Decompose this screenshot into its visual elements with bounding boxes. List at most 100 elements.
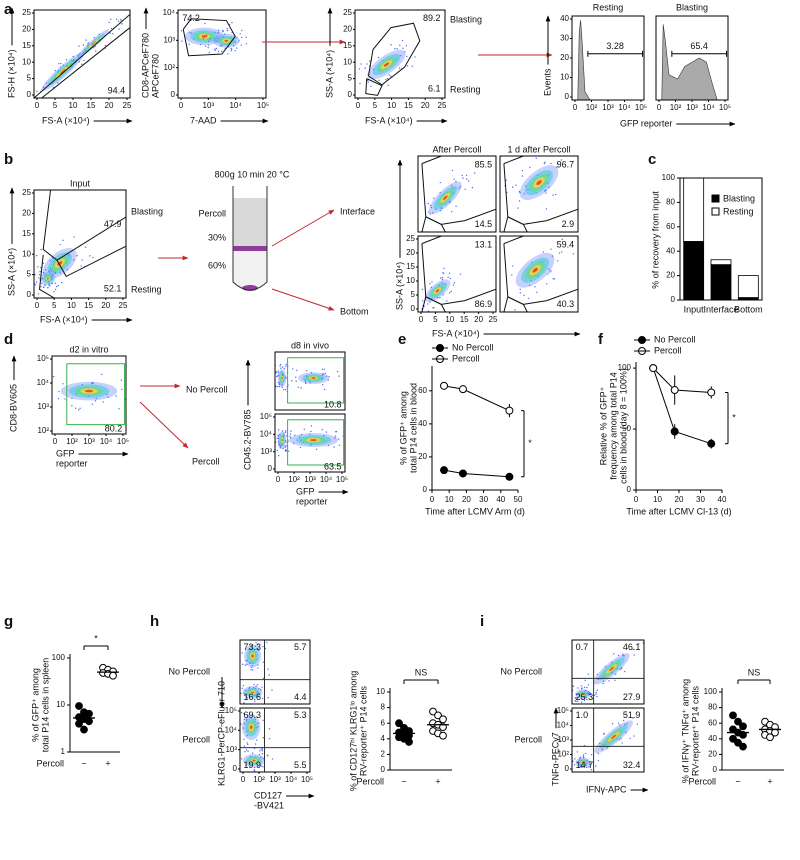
event-dot (57, 397, 60, 400)
point (734, 717, 742, 726)
x-axis-label: GFP reporter (620, 118, 672, 128)
event-dot (334, 435, 337, 437)
event-dot (295, 380, 297, 382)
event-dot (261, 750, 263, 752)
event-dot (589, 763, 591, 765)
event-dot (290, 437, 292, 439)
gate-value: 63.5 (324, 462, 342, 472)
event-dot (575, 696, 577, 699)
event-dot (436, 296, 439, 299)
layer-label: 30% (208, 232, 226, 242)
event-dot (390, 75, 392, 77)
event-dot (284, 431, 287, 434)
event-dot (56, 285, 58, 288)
event-dot (48, 270, 50, 273)
x-tick-label: 10⁴ (702, 103, 715, 112)
density (383, 62, 390, 67)
event-dot (241, 29, 243, 32)
event-dot (595, 693, 597, 695)
event-dot (169, 33, 170, 34)
x-tick-label: 15 (84, 301, 93, 310)
plot-area (169, 18, 247, 57)
density (85, 389, 93, 393)
event-dot (427, 202, 429, 205)
event-dot (385, 78, 387, 81)
group-label: + (767, 776, 772, 786)
event-dot (121, 388, 123, 391)
gate-value: 40.3 (557, 299, 575, 309)
point (440, 381, 449, 390)
x-tick-label: 0 (573, 103, 578, 112)
event-dot (602, 680, 605, 682)
event-dot (572, 253, 575, 255)
plot-area (240, 708, 274, 772)
y-axis-label: % of GFP⁺ among (398, 391, 408, 465)
event-dot (554, 193, 557, 196)
event-dot (278, 385, 281, 388)
gate-value: 86.9 (475, 299, 493, 309)
density (611, 734, 617, 740)
event-dot (189, 31, 191, 34)
event-dot (53, 290, 55, 293)
event-dot (44, 284, 46, 287)
event-dot (577, 700, 579, 702)
event-dot (173, 21, 174, 22)
fraction-label: Interface (340, 206, 375, 216)
x-tick-label: 10 (67, 301, 76, 310)
event-dot (257, 765, 259, 767)
y-tick-label: 20 (666, 271, 675, 280)
y-tick-label: 25 (406, 234, 415, 243)
legend-label: Percoll (654, 345, 682, 355)
event-dot (596, 695, 598, 698)
y-tick-label: 10² (557, 750, 569, 759)
gate-value: 25.3 (576, 692, 594, 702)
event-dot (236, 37, 238, 39)
plot-area (49, 363, 126, 426)
dense-layer (233, 251, 267, 290)
event-dot (443, 267, 445, 270)
event-dot (439, 277, 442, 279)
event-dot (324, 372, 327, 375)
y-tick-label: 0 (27, 90, 32, 99)
histogram (572, 20, 644, 101)
event-dot (243, 738, 245, 740)
event-dot (505, 179, 507, 181)
event-dot (41, 282, 43, 285)
event-dot (242, 727, 244, 729)
point (739, 722, 747, 731)
event-dot (260, 756, 262, 758)
group-label: + (105, 758, 110, 768)
event-dot (107, 396, 109, 398)
event-dot (38, 277, 40, 279)
event-dot (614, 679, 616, 682)
event-dot (287, 450, 290, 452)
point (109, 671, 117, 680)
point (434, 711, 442, 720)
x-tick-label: 5 (373, 101, 378, 110)
event-dot (622, 719, 625, 722)
event-dot (448, 272, 451, 274)
event-dot (49, 402, 50, 403)
event-dot (580, 701, 583, 703)
y-axis-label: cells in blood (day 8 = 100%) (618, 368, 628, 484)
x-tick-label: 10 (387, 101, 396, 110)
panel-label: b (4, 151, 13, 168)
event-dot (112, 33, 114, 35)
series-line (652, 367, 712, 445)
density (251, 691, 254, 694)
event-dot (275, 372, 277, 374)
event-dot (206, 34, 208, 36)
event-dot (208, 40, 210, 43)
event-dot (550, 270, 552, 272)
event-dot (120, 18, 122, 21)
event-dot (552, 278, 554, 280)
gate-value: 65.4 (690, 41, 708, 51)
y-tick-label: 20 (22, 209, 31, 218)
event-dot (396, 48, 398, 50)
density (224, 39, 229, 42)
event-dot (236, 658, 237, 659)
event-dot (461, 174, 463, 177)
event-dot (325, 375, 328, 377)
event-dot (589, 764, 591, 766)
y-tick-label: 25 (343, 8, 352, 17)
